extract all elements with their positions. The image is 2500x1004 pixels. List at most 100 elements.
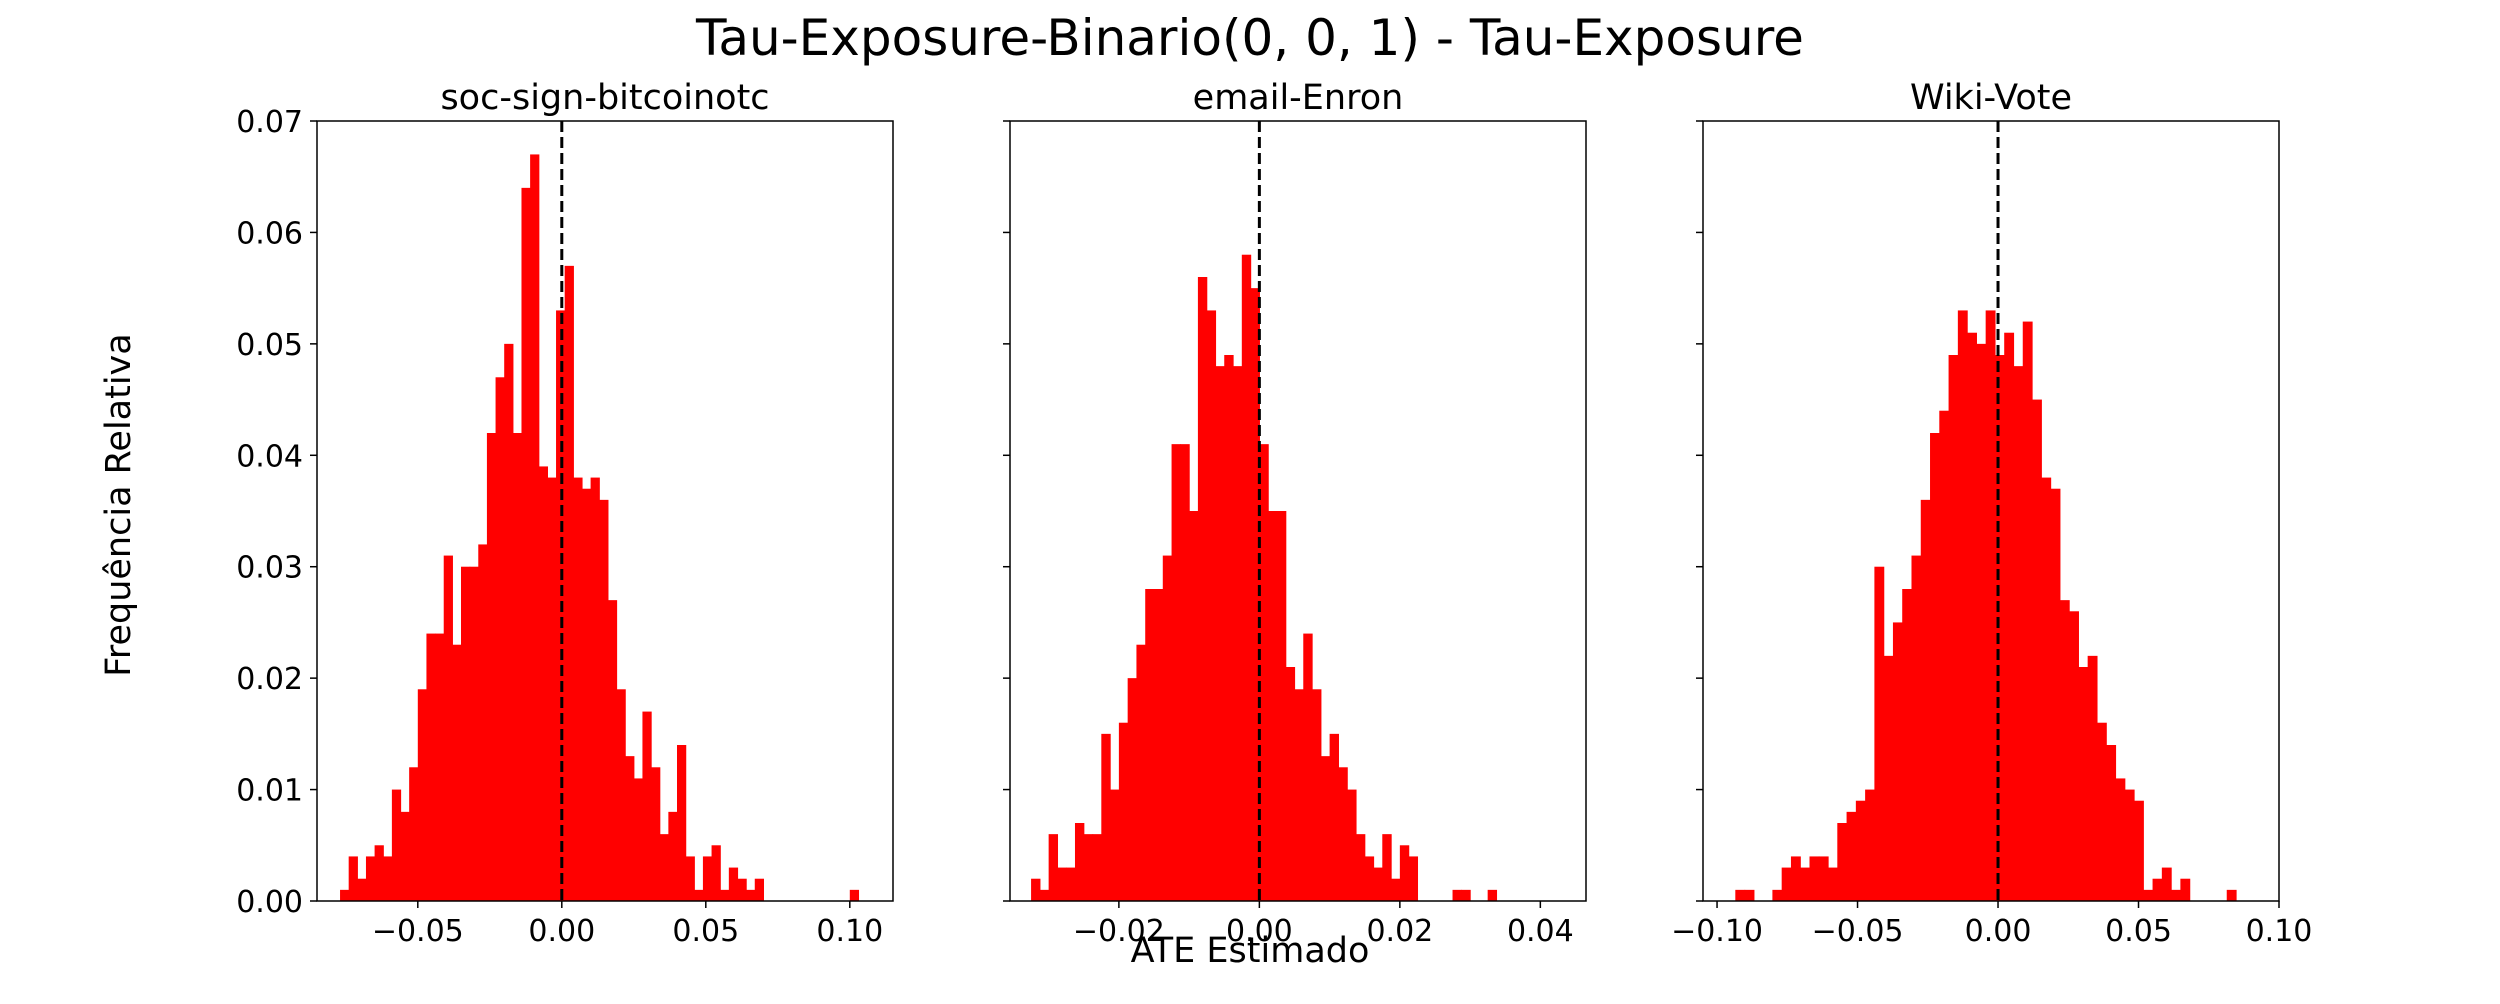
histogram-bar — [1338, 767, 1348, 901]
panel-title: soc-sign-bitcoinotc — [440, 78, 769, 118]
histogram-bar — [616, 689, 626, 901]
histogram-bar — [426, 633, 436, 901]
histogram-bar — [607, 600, 618, 901]
histogram-bar — [2134, 800, 2144, 901]
y-tick-label: 0.03 — [236, 551, 303, 586]
histogram-bar — [1268, 511, 1278, 901]
histogram-bar — [2032, 399, 2042, 901]
x-tick-label: −0.05 — [372, 914, 464, 949]
histogram-bar — [1781, 867, 1792, 901]
histogram-bar — [1066, 867, 1076, 901]
histogram-bar — [1828, 867, 1838, 901]
histogram-bar — [1892, 622, 1903, 901]
y-tick-label: 0.01 — [236, 774, 303, 809]
x-tick-label: 0.05 — [672, 914, 739, 949]
histogram-bar — [1074, 823, 1085, 901]
histogram-bar — [754, 878, 764, 901]
x-tick-label: 0.00 — [528, 914, 595, 949]
histogram-bar — [1865, 789, 1875, 901]
histogram-bar — [2161, 867, 2172, 901]
histogram-bar — [1994, 355, 2005, 901]
plot-frame — [316, 120, 894, 902]
y-tick-label: 0.07 — [236, 105, 303, 140]
histogram-bar — [1920, 499, 1931, 901]
histogram-bar — [530, 154, 540, 901]
histogram-bar — [400, 811, 410, 901]
histogram-bar — [469, 566, 479, 901]
histogram-bar — [1967, 332, 1977, 901]
histogram-bar — [1189, 511, 1199, 901]
histogram-bar — [1127, 678, 1138, 901]
histogram-bar — [2171, 889, 2181, 901]
panel-2: email-Enron −0.02 0.00 0.02 0.04 — [1003, 78, 1587, 949]
histogram-bar — [1373, 867, 1383, 901]
x-tick-label: 0.10 — [816, 914, 883, 949]
histogram-bar — [1250, 288, 1260, 902]
histogram-bar — [391, 789, 402, 901]
histogram-bar — [1118, 722, 1129, 901]
histogram-bar — [461, 566, 471, 901]
histogram-bar — [1303, 633, 1313, 901]
histogram-bar — [1846, 811, 1857, 901]
y-tick-label: 0.05 — [236, 328, 303, 363]
x-tick-label: 0.02 — [1366, 914, 1433, 949]
histogram-bar — [547, 477, 557, 901]
histogram-bar — [1197, 277, 1208, 901]
histogram-bar — [581, 488, 592, 901]
histogram-bar — [659, 834, 669, 901]
histogram-bar — [1837, 823, 1848, 901]
histogram-bar — [1110, 789, 1120, 901]
histogram-bar — [504, 343, 514, 901]
y-tick-label: 0.00 — [236, 885, 303, 920]
histogram-bar — [2152, 878, 2163, 901]
y-tick-label: 0.02 — [236, 662, 303, 697]
histogram-bar — [1939, 410, 1950, 901]
histogram-bar — [512, 433, 523, 901]
x-axis-label: ATE Estimado — [1131, 931, 1370, 971]
histogram-bar — [1083, 834, 1094, 901]
histogram-bar — [2124, 789, 2135, 901]
histogram-bar — [521, 187, 531, 901]
histogram-bar — [677, 745, 687, 901]
histogram-bar — [348, 856, 358, 901]
x-tick-label: 0.05 — [2105, 914, 2172, 949]
y-axis-label: Frequência Relativa — [99, 333, 139, 676]
histogram-bar — [374, 845, 384, 901]
histogram-bar — [2143, 889, 2154, 901]
histogram-bar — [737, 878, 747, 901]
histogram-bar — [1818, 856, 1829, 901]
histogram-bar — [1487, 889, 1498, 901]
histogram-bar — [1772, 889, 1783, 901]
histogram-bar — [1855, 800, 1866, 901]
histogram-bar — [573, 477, 583, 901]
histogram-bar — [1206, 310, 1217, 901]
x-tick-label: 0.10 — [2246, 914, 2313, 949]
histogram-bar — [2050, 488, 2061, 901]
histogram-bar — [1911, 555, 1922, 901]
histogram-bar — [1101, 733, 1111, 901]
panel-3: Wiki-Vote −0.10 −0.05 0.00 0.05 0.10 — [1671, 78, 2312, 949]
histogram-bar — [495, 377, 505, 901]
plot-frame — [1009, 120, 1587, 902]
panels: soc-sign-bitcoinotc −0.05 0.00 0.05 0.10 0.00… — [236, 78, 2312, 949]
histogram-bar — [1985, 310, 1996, 901]
histogram-bar — [2180, 878, 2191, 901]
histogram-bar — [1355, 834, 1366, 901]
y-tick-label: 0.04 — [236, 439, 303, 474]
histogram-bar — [1241, 254, 1252, 901]
histogram-bar — [1930, 433, 1940, 901]
histogram-bar — [2226, 889, 2237, 901]
x-tick-label: 0.00 — [1226, 914, 1293, 949]
histogram-bar — [1364, 856, 1375, 901]
panel-title: email-Enron — [1193, 78, 1404, 118]
histogram-bar — [2041, 477, 2052, 901]
histogram-bar — [486, 433, 497, 901]
x-tick-label: 0.04 — [1507, 914, 1574, 949]
histogram-bar — [1347, 789, 1357, 901]
figure-title: Tau-Exposure-Binario(0, 0, 1) - Tau-Expo… — [695, 9, 1804, 67]
histogram-bar — [2078, 667, 2089, 901]
histogram-bar — [1312, 689, 1322, 901]
histogram-bar — [668, 811, 678, 901]
histogram-bar — [1057, 867, 1067, 901]
